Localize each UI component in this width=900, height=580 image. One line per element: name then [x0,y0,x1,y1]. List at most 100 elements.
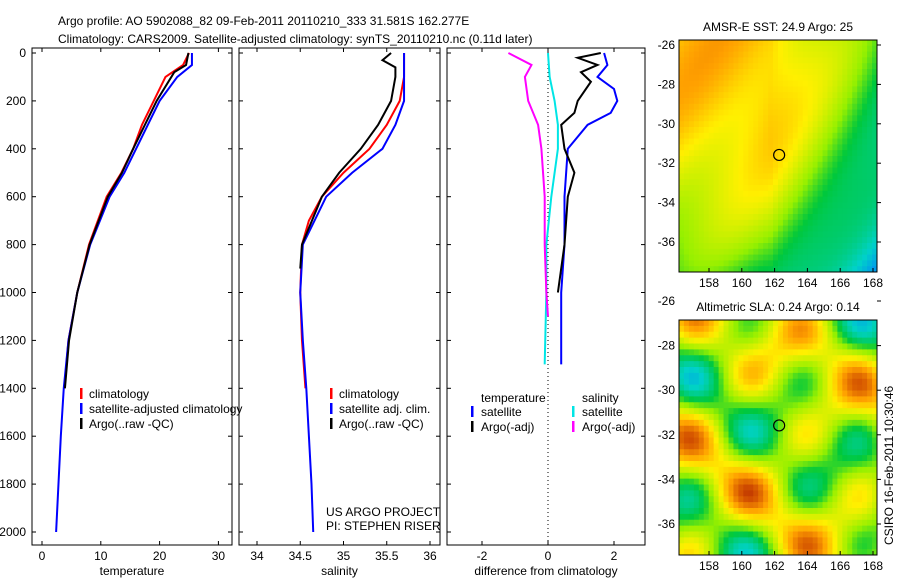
map-cell [723,466,729,474]
map-cell [837,431,843,438]
map-cell [832,396,838,403]
map-cell [867,219,873,227]
map-cell [693,40,700,47]
map-cell [713,179,720,186]
map-cell [822,266,828,273]
map-cell [693,266,700,273]
map-cell [807,502,814,509]
map-cell [728,425,734,433]
map-cell [758,92,764,99]
map-cell [778,231,784,238]
map-cell [703,402,710,409]
map-cell [683,115,690,122]
map-cell [807,320,814,327]
map-cell [688,231,695,238]
map-cell [807,349,814,356]
map-cell [857,248,863,256]
map-cell [778,355,784,362]
map-cell [753,231,759,238]
map-cell [842,57,848,64]
map-cell [728,86,734,93]
map-cell [688,402,695,409]
map-frame [678,319,878,556]
map-cell [708,219,715,227]
map-cell [832,243,838,250]
map-cell [679,179,685,186]
map-cell [683,443,690,450]
map-cell [728,337,734,344]
map-cell [862,57,868,64]
map-cell [733,225,739,232]
map-cell [807,45,814,53]
map-cell [847,355,853,362]
map-cell [748,150,754,157]
map-cell [802,543,809,550]
map-cell [812,408,819,415]
map-cell [862,372,868,380]
map-cell [817,443,824,450]
map-cell [743,185,749,192]
map-x-tick-label: 164 [797,276,817,290]
map-cell [733,343,739,350]
map-cell [862,325,868,333]
map-cell [802,419,809,427]
map-cell [698,502,705,509]
map-cell [867,208,873,215]
map-cell [753,161,759,169]
map-cell [758,167,764,174]
map-cell [832,367,838,374]
map-cell [743,179,749,186]
map-cell [812,161,819,169]
map-cell [718,92,725,99]
map-cell [817,472,824,480]
map-cell [773,69,779,76]
map-y-tick-label: -30 [658,383,676,397]
map-x-tick-label: 168 [863,559,883,573]
map-cell [862,455,868,462]
y-tick-label: 1200 [0,333,26,347]
map-cell [773,531,779,538]
map-cell [802,243,809,250]
map-cell [713,266,720,273]
map-cell [768,443,774,450]
map-cell [723,138,729,145]
map-cell [782,519,789,527]
map-cell [738,225,744,232]
map-cell [738,196,744,203]
map-cell [763,490,769,497]
map-cell [738,466,744,474]
map-cell [812,331,819,339]
map-cell [768,496,774,503]
map-cell [842,502,848,509]
map-cell [703,185,710,192]
map-cell [817,367,824,374]
map-cell [792,320,799,327]
map-cell [812,396,819,403]
map-cell [763,86,769,93]
map-cell [683,396,690,403]
map-cell [698,266,705,273]
map-cell [758,237,764,244]
map-cell [827,86,833,93]
map-cell [842,92,848,99]
map-cell [872,490,878,497]
map-cell [679,127,685,134]
map-cell [822,343,828,350]
map-cell [728,150,734,157]
map-cell [832,167,838,174]
map-cell [693,472,700,480]
map-cell [872,231,878,238]
map-cell [693,396,700,403]
map-cell [797,378,804,386]
map-cell [728,161,734,169]
map-cell [688,121,695,128]
map-cell [768,225,774,232]
map-cell [832,225,838,232]
x-axis-label: difference from climatology [474,564,617,578]
map-x-tick-label: 160 [732,559,752,573]
map-cell [723,449,729,456]
map-cell [782,121,789,128]
map-cell [832,196,838,203]
map-cell [768,86,774,93]
map-cell [733,196,739,203]
